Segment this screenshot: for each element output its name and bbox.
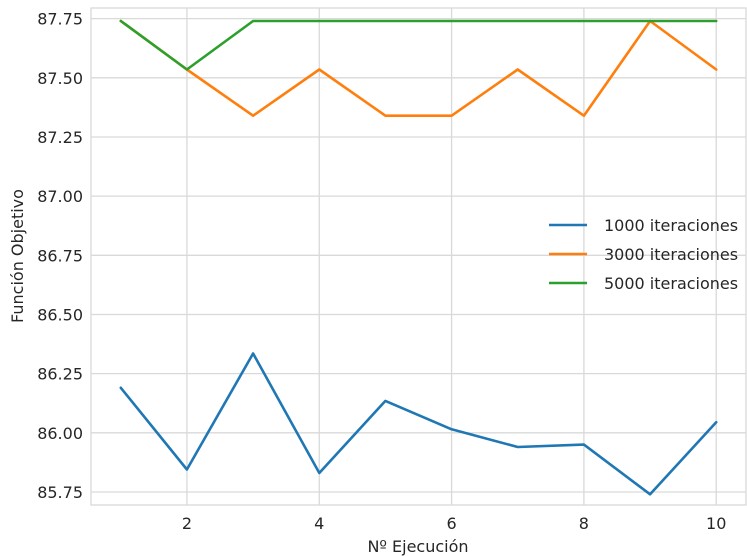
series-line (119, 19, 718, 117)
y-tick-labels: 85.75 86.00 86.25 86.50 86.75 87.00 87.25 87.50… (37, 10, 83, 502)
legend-label: 5000 iteraciones (604, 274, 738, 293)
x-tick-label: 4 (314, 514, 324, 533)
y-tick-label: 86.25 (37, 365, 83, 384)
x-tick-label: 2 (182, 514, 192, 533)
legend: 1000 iteraciones 3000 iteraciones 5000 ite… (549, 216, 738, 293)
legend-label: 1000 iteraciones (604, 216, 738, 235)
x-tick-labels: 2 4 6 8 10 (182, 514, 727, 533)
plot-frame (90, 7, 747, 506)
legend-label: 3000 iteraciones (604, 245, 738, 264)
x-axis-label: Nº Ejecución (367, 537, 468, 556)
y-tick-label: 86.75 (37, 246, 83, 265)
series-line (119, 352, 718, 496)
grid (91, 8, 746, 505)
series-lines (119, 19, 718, 496)
y-axis-label: Función Objetivo (8, 189, 27, 323)
y-tick-label: 87.50 (37, 69, 83, 88)
y-tick-label: 86.50 (37, 305, 83, 324)
x-tick-label: 8 (579, 514, 589, 533)
y-tick-label: 86.00 (37, 424, 83, 443)
y-tick-label: 87.75 (37, 10, 83, 29)
y-tick-label: 87.00 (37, 187, 83, 206)
y-tick-label: 87.25 (37, 128, 83, 147)
x-tick-label: 6 (446, 514, 456, 533)
x-tick-label: 10 (706, 514, 726, 533)
series-line (119, 19, 718, 71)
y-tick-label: 85.75 (37, 483, 83, 502)
